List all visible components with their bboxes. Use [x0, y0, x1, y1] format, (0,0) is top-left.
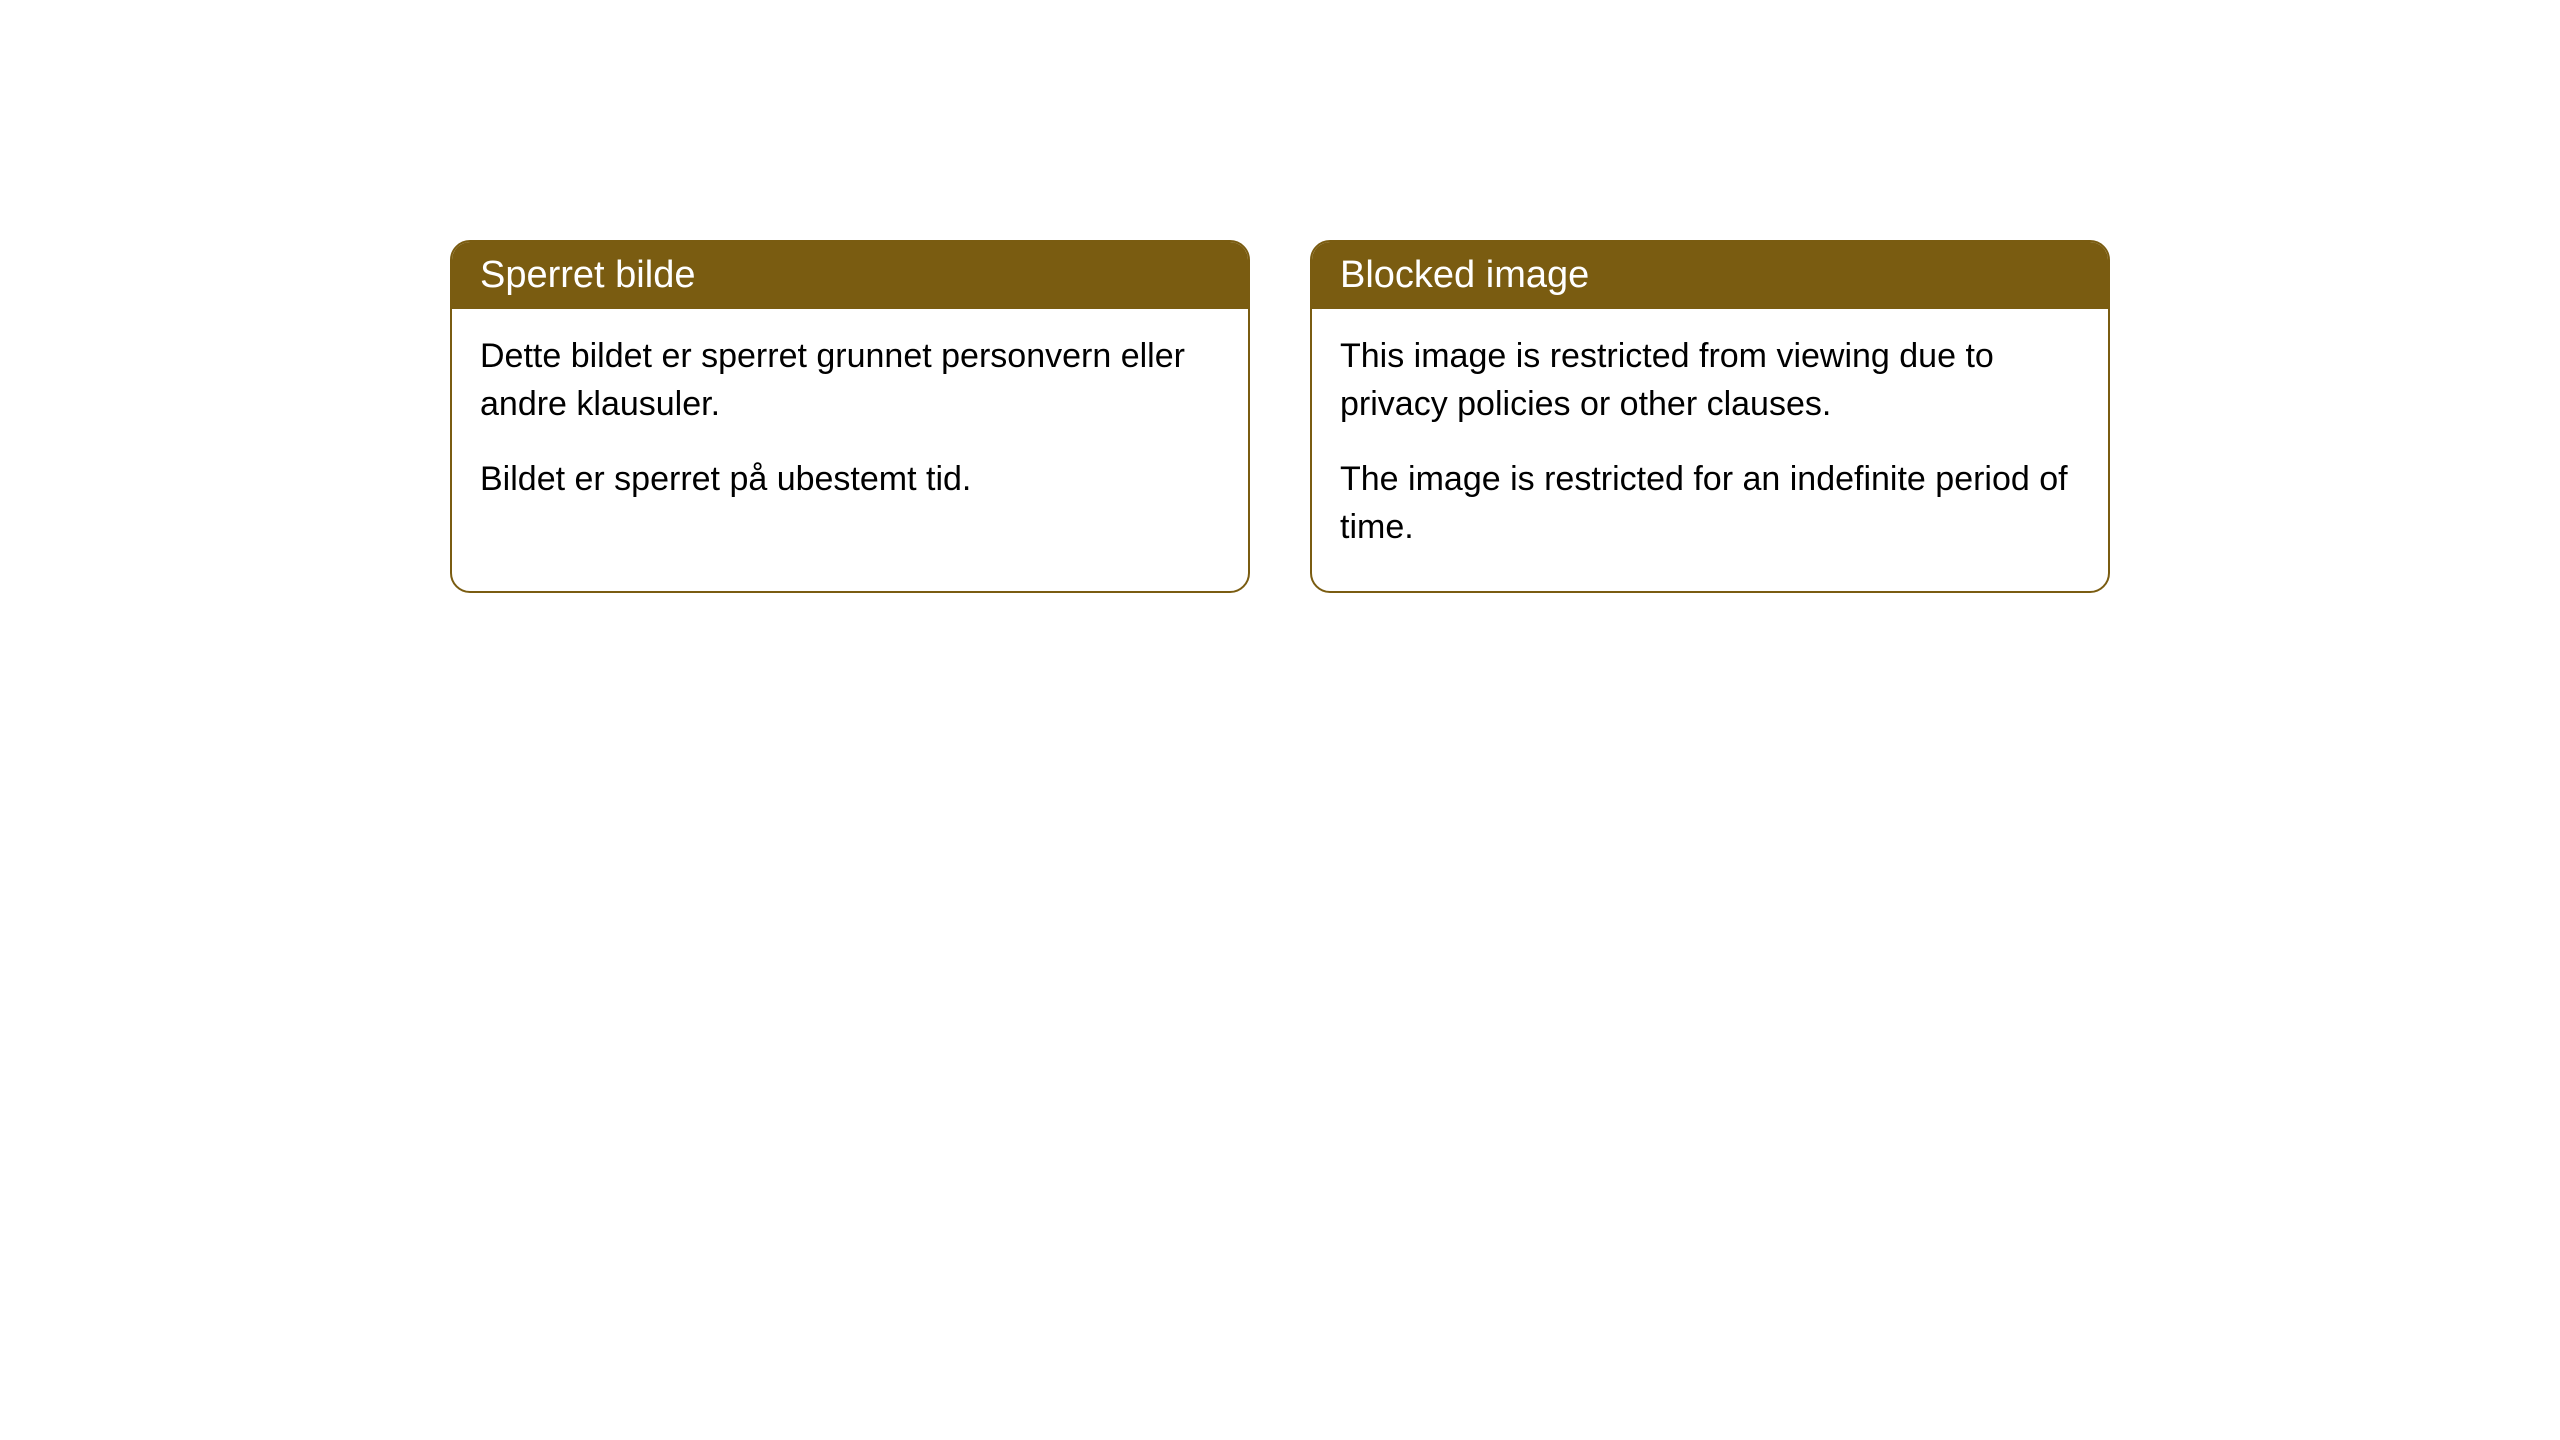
- card-english: Blocked image This image is restricted f…: [1310, 240, 2110, 593]
- card-body-english: This image is restricted from viewing du…: [1312, 309, 2108, 591]
- card-title: Sperret bilde: [480, 254, 695, 296]
- card-header-english: Blocked image: [1312, 242, 2108, 309]
- card-title: Blocked image: [1340, 254, 1589, 296]
- card-paragraph: Bildet er sperret på ubestemt tid.: [480, 456, 1220, 504]
- card-paragraph: Dette bildet er sperret grunnet personve…: [480, 333, 1220, 428]
- card-norwegian: Sperret bilde Dette bildet er sperret gr…: [450, 240, 1250, 593]
- cards-container: Sperret bilde Dette bildet er sperret gr…: [450, 240, 2110, 593]
- card-paragraph: This image is restricted from viewing du…: [1340, 333, 2080, 428]
- card-header-norwegian: Sperret bilde: [452, 242, 1248, 309]
- card-paragraph: The image is restricted for an indefinit…: [1340, 456, 2080, 551]
- card-body-norwegian: Dette bildet er sperret grunnet personve…: [452, 309, 1248, 544]
